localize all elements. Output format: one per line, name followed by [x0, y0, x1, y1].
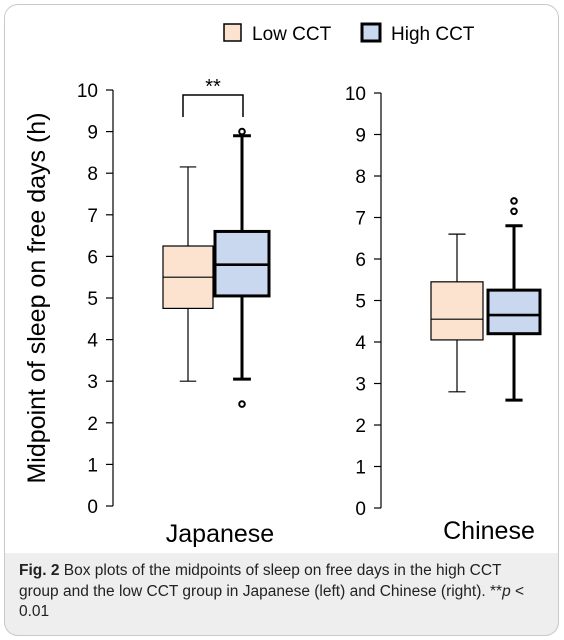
y-tick-label: 4 — [355, 333, 366, 354]
legend-label-high: High CCT — [391, 24, 475, 45]
y-tick-label: 1 — [87, 455, 98, 476]
y-tick-label: 2 — [87, 414, 98, 435]
caption-p-italic: p — [502, 582, 511, 600]
y-tick-label: 8 — [87, 164, 98, 185]
caption-text: Box plots of the midpoints of sleep on f… — [19, 562, 503, 600]
box-low-cct — [430, 233, 484, 393]
legend-swatch-low — [223, 23, 242, 42]
panel-chinese: 0 1 2 3 4 5 6 7 8 9 10 — [345, 84, 542, 520]
box-high-cct — [486, 197, 542, 402]
box-high-cct — [213, 127, 271, 408]
y-tick-label: 6 — [87, 247, 98, 268]
y-tick-label: 1 — [355, 458, 366, 479]
panel-japanese: 0 1 2 3 4 5 6 7 8 9 10 — [77, 81, 271, 518]
figure-caption: Fig. 2 Box plots of the midpoints of sle… — [4, 553, 559, 636]
outlier-point — [510, 207, 518, 216]
y-tick-label: 8 — [355, 167, 366, 188]
legend-label-low: Low CCT — [252, 24, 332, 45]
outlier-point — [238, 127, 246, 136]
y-tick-label: 10 — [345, 84, 366, 105]
y-axis-title: Midpoint of sleep on free days (h) — [23, 112, 51, 483]
y-tick-label: 9 — [87, 123, 98, 144]
y-tick-label: 10 — [77, 81, 98, 102]
legend-swatch-high — [360, 22, 382, 43]
y-tick-label: 2 — [355, 416, 366, 437]
box-low-cct — [162, 166, 214, 382]
box-iqr — [430, 281, 484, 341]
y-tick-label: 5 — [87, 289, 98, 310]
y-tick-label: 3 — [87, 372, 98, 393]
caption-tail: < 0.01 — [19, 582, 525, 621]
y-tick-label: 9 — [355, 126, 366, 147]
legend: Low CCT High CCT — [223, 22, 475, 45]
significance-marker: ** — [182, 76, 244, 117]
y-tick-label: 7 — [87, 206, 98, 227]
y-tick-label: 3 — [355, 375, 366, 396]
y-tick-label: 5 — [355, 292, 366, 313]
y-tick-label: 6 — [355, 250, 366, 271]
x-label-japanese: Japanese — [166, 520, 274, 548]
significance-stars: ** — [205, 76, 221, 98]
box-plot-figure: Low CCT High CCT Midpoint of sleep on fr… — [23, 22, 542, 548]
outlier-point — [510, 197, 518, 205]
y-tick-label: 4 — [87, 331, 98, 352]
y-tick-label: 0 — [87, 497, 98, 518]
x-label-chinese: Chinese — [443, 517, 535, 545]
caption-label: Fig. 2 — [19, 562, 60, 579]
y-tick-label: 0 — [355, 499, 366, 520]
outlier-point — [238, 400, 246, 408]
y-tick-label: 7 — [355, 209, 366, 230]
box-iqr — [486, 288, 542, 336]
significance-bracket — [182, 94, 244, 117]
